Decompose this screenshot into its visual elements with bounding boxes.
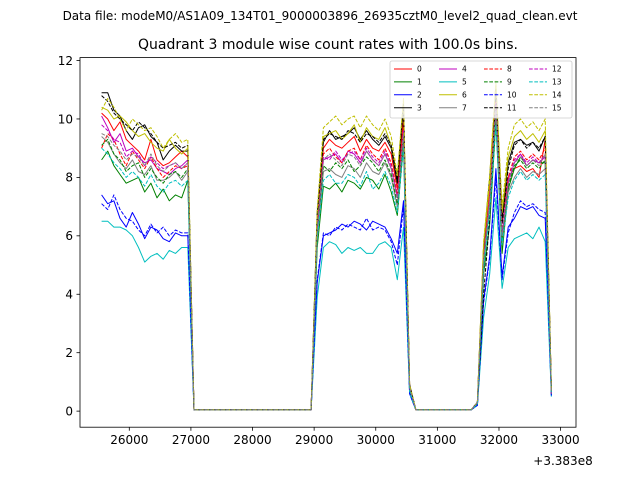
legend-label-2: 2 bbox=[417, 90, 422, 99]
y-tick-label: 8 bbox=[65, 171, 73, 185]
y-tick-label: 0 bbox=[65, 404, 73, 418]
y-tick-label: 6 bbox=[65, 229, 73, 243]
legend-label-1: 1 bbox=[417, 78, 422, 87]
x-tick-label: 29000 bbox=[295, 433, 333, 447]
x-offset-label: +3.383e8 bbox=[533, 454, 592, 468]
series-line-15 bbox=[101, 106, 552, 411]
x-tick-label: 30000 bbox=[357, 433, 395, 447]
chart-title: Quadrant 3 module wise count rates with … bbox=[138, 37, 518, 53]
legend-label-11: 11 bbox=[507, 103, 517, 112]
x-tick-label: 31000 bbox=[418, 433, 456, 447]
series-line-1 bbox=[101, 121, 552, 411]
legend-label-12: 12 bbox=[552, 65, 562, 74]
legend-label-15: 15 bbox=[552, 103, 562, 112]
legend-box bbox=[389, 60, 573, 119]
y-tick-label: 12 bbox=[58, 54, 73, 68]
y-axis: 0 2 4 6 8 10 12 bbox=[58, 54, 80, 418]
legend-label-6: 6 bbox=[462, 90, 467, 99]
plot-lines bbox=[101, 80, 552, 411]
x-tick-label: 32000 bbox=[480, 433, 518, 447]
y-tick-label: 2 bbox=[65, 346, 73, 360]
legend-label-0: 0 bbox=[417, 65, 422, 74]
legend-label-4: 4 bbox=[462, 65, 467, 74]
legend-label-3: 3 bbox=[417, 103, 422, 112]
legend-label-7: 7 bbox=[462, 103, 467, 112]
series-line-13 bbox=[101, 124, 552, 411]
legend-label-8: 8 bbox=[507, 65, 512, 74]
legend-label-14: 14 bbox=[552, 90, 562, 99]
legend-label-9: 9 bbox=[507, 78, 512, 87]
legend-label-10: 10 bbox=[507, 90, 517, 99]
x-tick-label: 26000 bbox=[110, 433, 148, 447]
series-line-10 bbox=[101, 176, 552, 411]
x-tick-label: 33000 bbox=[542, 433, 580, 447]
legend-label-13: 13 bbox=[552, 78, 562, 87]
x-axis: 26000 27000 28000 29000 30000 31000 32000 33000 bbox=[110, 427, 580, 447]
series-line-11 bbox=[101, 89, 552, 411]
x-tick-label: 27000 bbox=[172, 433, 210, 447]
legend-label-5: 5 bbox=[462, 78, 467, 87]
y-tick-label: 4 bbox=[65, 288, 73, 302]
axes-frame bbox=[79, 57, 577, 428]
y-tick-label: 10 bbox=[58, 112, 73, 126]
suptitle: Data file: modeM0/AS1A09_134T01_90000038… bbox=[63, 9, 578, 23]
x-tick-label: 28000 bbox=[233, 433, 271, 447]
